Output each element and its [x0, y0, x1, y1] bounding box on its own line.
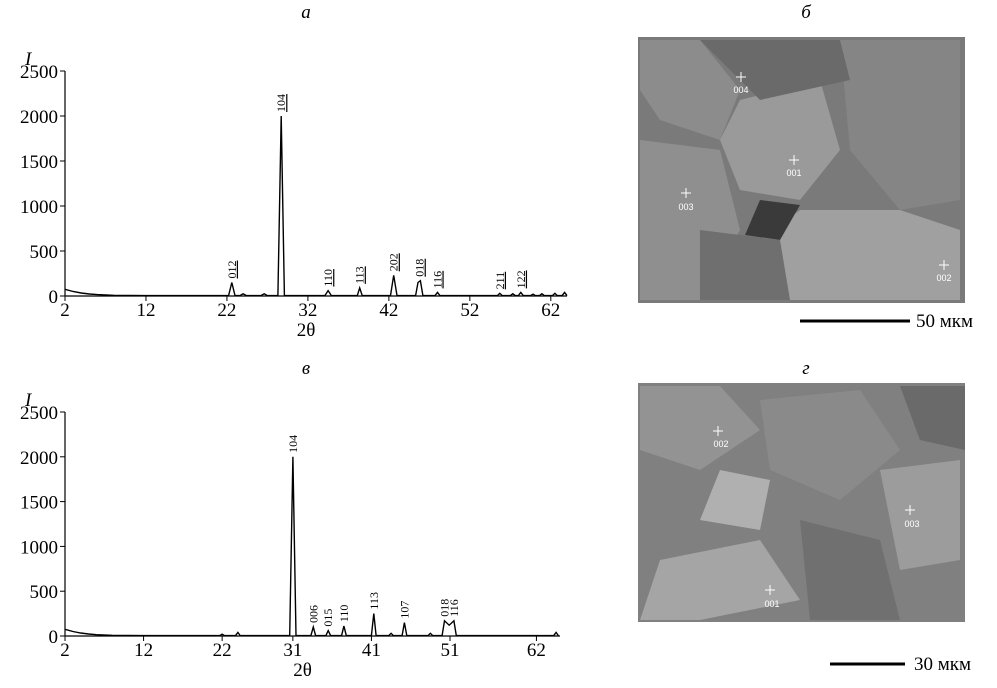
y-tick-label: 1500	[20, 152, 58, 173]
peak-label: 113	[367, 592, 381, 610]
y-tick-label: 2000	[20, 448, 58, 469]
x-tick-label: 32	[298, 300, 317, 321]
spot-label: 002	[713, 439, 728, 449]
y-tick-label: 2000	[20, 107, 58, 128]
y-tick-label: 1000	[20, 197, 58, 218]
x-tick-label: 12	[136, 300, 155, 321]
scale-bar-label: 50 мкм	[916, 311, 973, 332]
peak-label: 122	[514, 270, 528, 288]
peak-label: 110	[321, 269, 335, 287]
spot-label: 001	[786, 168, 801, 178]
y-tick-label: 1500	[20, 493, 58, 514]
panel-label: а	[301, 2, 311, 23]
panel-label: б	[801, 2, 812, 23]
x-tick-label: 52	[460, 300, 479, 321]
y-tick-label: 500	[30, 582, 59, 603]
x-tick-label: 51	[441, 640, 460, 661]
x-tick-label: 62	[527, 640, 546, 661]
y-tick-label: 1000	[20, 537, 58, 558]
y-tick-label: 0	[49, 287, 59, 308]
y-tick-label: 0	[49, 627, 59, 648]
peak-label: 006	[306, 605, 320, 623]
x-tick-label: 31	[283, 640, 302, 661]
x-axis-label: 2θ	[293, 660, 312, 681]
peak-label: 116	[430, 271, 444, 289]
panel-label: в	[302, 358, 310, 379]
x-tick-label: 22	[213, 640, 232, 661]
x-tick-label: 41	[362, 640, 381, 661]
y-tick-label: 500	[30, 242, 59, 263]
peak-label: 104	[286, 435, 300, 453]
x-axis-label: 2θ	[297, 320, 316, 341]
peak-label: 113	[353, 266, 367, 284]
x-tick-label: 2	[60, 300, 70, 321]
pattern-line	[65, 116, 567, 296]
spot-label: 004	[733, 85, 748, 95]
spot-label: 003	[904, 519, 919, 529]
x-tick-label: 22	[217, 300, 236, 321]
peak-label: 104	[274, 94, 288, 112]
x-tick-label: 62	[541, 300, 560, 321]
x-tick-label: 2	[60, 640, 70, 661]
peak-label: 018	[413, 259, 427, 277]
peak-label: 116	[447, 599, 461, 617]
peak-label: 107	[397, 601, 411, 619]
spot-label: 002	[936, 273, 951, 283]
peak-label: 202	[387, 253, 401, 271]
x-tick-label: 42	[379, 300, 398, 321]
scale-bar-label: 30 мкм	[914, 654, 971, 675]
x-tick-label: 12	[134, 640, 153, 661]
sem-image	[638, 383, 965, 622]
peak-label: 012	[225, 261, 239, 279]
spot-label: 001	[764, 599, 779, 609]
figure: а в б 004 001 003 002 50 мкм г 002 003 0…	[0, 0, 997, 688]
spot-label: 003	[678, 202, 693, 212]
peak-label: 211	[493, 272, 507, 290]
panel-label: г	[802, 358, 809, 379]
peak-label: 110	[337, 605, 351, 623]
peak-label: 015	[321, 609, 335, 627]
